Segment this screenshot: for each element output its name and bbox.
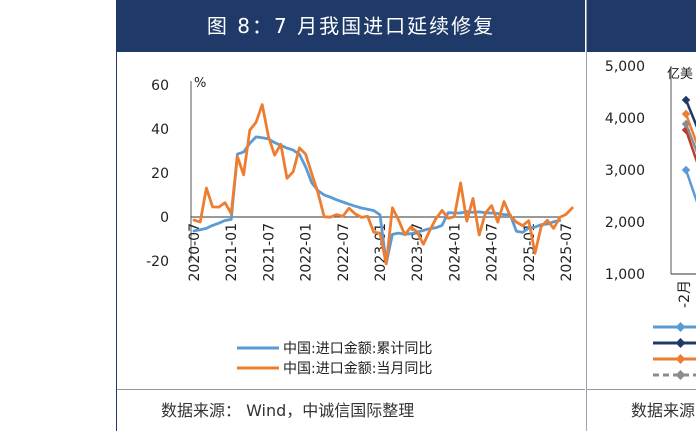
right-y-tick-label: 3,000	[605, 163, 645, 179]
right-legend-marker	[675, 370, 686, 380]
right-chart-title: 图	[587, 0, 696, 52]
y-tick-label: 40	[151, 122, 169, 138]
right-x-tick-label: -2月	[677, 280, 693, 308]
x-tick-label: 2023-01	[373, 223, 389, 282]
right-legend-marker	[675, 322, 686, 332]
y-tick-label: 0	[160, 210, 169, 226]
x-tick-label: 2021-01	[224, 223, 240, 282]
y-tick-label: -20	[146, 254, 169, 270]
right-series-line	[684, 99, 696, 128]
legend-label: 中国:进口金额:当月同比	[283, 361, 432, 377]
right-series-marker	[681, 95, 691, 105]
x-tick-label: 2022-01	[299, 223, 315, 282]
x-tick-label: 2024-01	[447, 223, 463, 282]
series-line-cumulative	[192, 135, 562, 265]
right-y-tick-label: 1,000	[605, 267, 645, 283]
legend-label: 中国:进口金额:累计同比	[283, 341, 432, 357]
left-chart-panel: 图 8：7 月我国进口延续修复 60 40 20 0 -20% 2020-07 2021-0…	[116, 0, 585, 431]
right-unit-label: 亿美	[667, 67, 693, 82]
x-tick-label: 2025-07	[559, 223, 575, 282]
import-growth-chart: 60 40 20 0 -20% 2020-07 2021-01 2021-07 2022-01 2…	[146, 76, 575, 377]
right-series-marker	[681, 165, 691, 175]
right-series-line	[684, 113, 696, 145]
series-line-monthly	[192, 103, 574, 266]
source-note: 数据来源： Wind，中诚信国际整理	[117, 389, 585, 431]
x-tick-label: 2023-07	[410, 223, 426, 282]
y-unit-label: %	[194, 76, 206, 91]
right-legend-marker	[675, 354, 686, 364]
right-series-line	[684, 169, 696, 203]
right-y-tick-label: 2,000	[605, 215, 645, 231]
x-tick-label: 2021-07	[261, 223, 277, 282]
y-tick-label: 20	[151, 166, 169, 182]
x-tick-label: 2020-07	[187, 223, 203, 282]
right-y-tick-label: 4,000	[605, 111, 645, 127]
right-legend-marker	[675, 338, 686, 348]
right-series-line	[684, 123, 696, 153]
right-chart-panel: 图 5,000 4,000 3,000 2,000 1,000 亿美 -2月 数据来源	[586, 0, 696, 431]
y-tick-label: 60	[151, 78, 169, 94]
chart-title: 图 8：7 月我国进口延续修复	[117, 0, 585, 52]
x-tick-label: 2022-07	[336, 223, 352, 282]
right-chart-fragment: 5,000 4,000 3,000 2,000 1,000 亿美 -2月	[605, 59, 696, 380]
x-tick-label: 2024-07	[485, 223, 501, 282]
right-y-tick-label: 5,000	[605, 59, 645, 75]
right-series-line	[684, 129, 696, 163]
right-series-marker	[681, 109, 691, 119]
right-source-note: 数据来源	[587, 389, 696, 431]
x-tick-label: 2025-01	[522, 223, 538, 282]
